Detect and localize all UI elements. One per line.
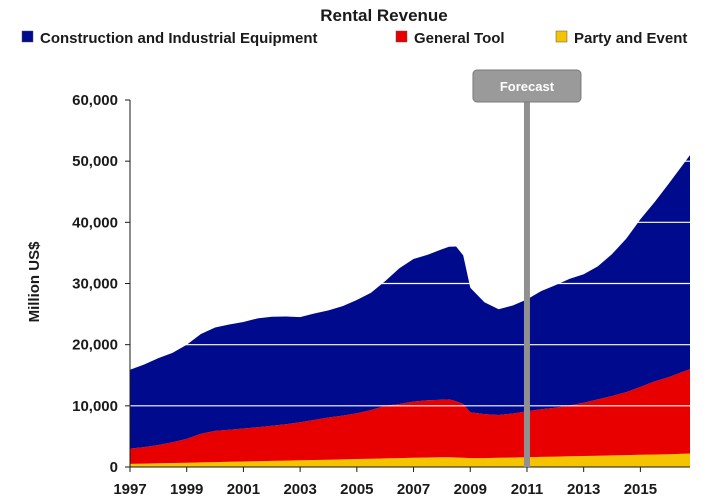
legend-item-construction: Construction and Industrial Equipment	[21, 30, 318, 47]
legend-item-party-event: Party and Event	[555, 30, 687, 47]
area-general-tool	[130, 369, 690, 464]
legend-swatch-construction	[21, 30, 34, 43]
x-tick-label-1997: 1997	[113, 481, 146, 498]
forecast-annotation: Forecast	[472, 69, 582, 467]
y-tick-label-20000: 20,000	[72, 337, 118, 354]
x-tick-label-2003: 2003	[283, 481, 316, 498]
legend-swatch-general-tool	[395, 30, 408, 43]
x-tick-label-1999: 1999	[170, 481, 203, 498]
x-tick-label-2015: 2015	[624, 481, 657, 498]
forecast-label: Forecast	[500, 79, 555, 94]
x-tick-label-2009: 2009	[454, 481, 487, 498]
forecast-line	[523, 96, 530, 467]
legend: Construction and Industrial Equipment Ge…	[21, 30, 687, 47]
x-tick-label-2007: 2007	[397, 481, 430, 498]
x-tick-label-2011: 2011	[511, 481, 544, 498]
y-tick-label-40000: 40,000	[72, 214, 118, 231]
y-tick-label-30000: 30,000	[72, 276, 118, 293]
y-tick-label-0: 0	[110, 459, 118, 476]
legend-swatch-party-event	[555, 30, 568, 43]
x-tick-label-2005: 2005	[340, 481, 373, 498]
area-party-and-event	[130, 453, 690, 467]
legend-label-construction: Construction and Industrial Equipment	[40, 30, 318, 47]
y-tick-label-10000: 10,000	[72, 398, 118, 415]
legend-label-general-tool: General Tool	[414, 30, 505, 47]
area-series-group	[130, 155, 690, 467]
chart-title: Rental Revenue	[320, 6, 448, 25]
y-tick-group: 0 10,000 20,000 30,000 40,000 50,000 60,000	[72, 92, 130, 476]
x-tick-label-2013: 2013	[567, 481, 600, 498]
y-axis-label: Million US$	[26, 241, 43, 322]
forecast-box	[472, 69, 582, 103]
gridline-band-group	[130, 160, 690, 407]
x-tick-label-2001: 2001	[227, 481, 260, 498]
y-tick-label-60000: 60,000	[72, 92, 118, 109]
y-tick-label-50000: 50,000	[72, 153, 118, 170]
legend-label-party-event: Party and Event	[574, 30, 687, 47]
x-tick-group: 1997 1999 2001 2003 2005 2007 2009 2011 2013 2015	[113, 467, 657, 498]
area-construction-and-industrial-equipment	[130, 155, 690, 449]
legend-item-general-tool: General Tool	[395, 30, 505, 47]
